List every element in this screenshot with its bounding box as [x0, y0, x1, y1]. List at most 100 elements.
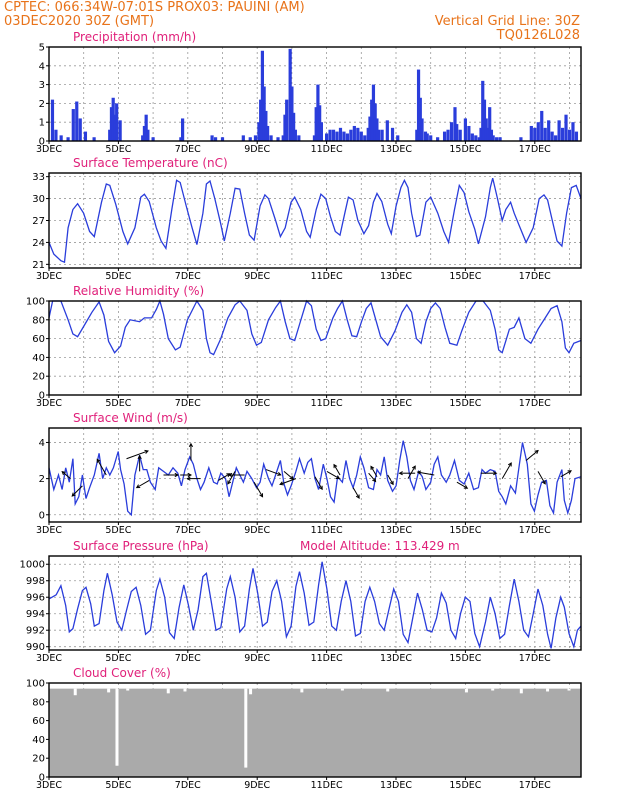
x-tick-label: 5DEC: [105, 780, 131, 791]
precip-bar: [281, 135, 285, 141]
wind-arrow-head: [411, 465, 416, 470]
precip-bar: [318, 105, 322, 141]
precip-bar: [338, 127, 343, 141]
y-tick-label: 100: [26, 679, 45, 690]
y-tick-label: 992: [26, 626, 45, 637]
x-tick-label: 5DEC: [105, 398, 131, 409]
precip-bar: [455, 124, 459, 141]
cloud-dip: [491, 688, 495, 691]
y-tick-label: 20: [32, 754, 45, 765]
precip-bar: [142, 125, 147, 141]
wind-arrow-head: [71, 492, 76, 497]
precip-bar: [352, 125, 356, 141]
precip-bar: [363, 135, 367, 141]
cloud-dip: [126, 688, 130, 691]
panel-frame-cloud: [48, 682, 582, 778]
x-tick-label: 13DEC: [380, 525, 412, 536]
panel-cloud: Cloud Cover (%) 0 20 40 60 80 100 3DEC 5DEC 7DEC 9…: [26, 666, 582, 791]
precip-bar: [276, 137, 280, 141]
wind-arrow-shaft: [407, 465, 416, 479]
wind-arrow-head: [355, 494, 360, 499]
panel-frame-precip: [48, 46, 582, 142]
x-tick-label: 9DEC: [244, 271, 270, 282]
wind-arrow: [370, 465, 378, 478]
wind-arrow-shaft: [537, 471, 546, 485]
y-tick-label: 3: [39, 80, 45, 91]
wind-arrow: [188, 442, 194, 461]
header-line1: CPTEC: 066:34W-07:01S PROX03: PAUINI (AM…: [4, 0, 305, 15]
precip-bar: [547, 120, 551, 141]
x-tick-label: 9DEC: [244, 525, 270, 536]
precip-bar: [108, 129, 112, 141]
precip-bar: [118, 120, 122, 141]
x-tick-label: 11DEC: [311, 398, 343, 409]
y-tick-label: 100: [26, 297, 45, 308]
x-tick-label: 3DEC: [36, 653, 62, 664]
wind-arrow-shaft: [265, 469, 281, 476]
precip-bar: [50, 99, 55, 141]
wind-arrow-shaft: [501, 462, 512, 479]
y-tick-label: 4: [39, 438, 45, 449]
precip-bar: [370, 99, 374, 141]
wind-arrow-head: [507, 462, 512, 467]
wind-arrow-head: [493, 471, 498, 476]
x-tick-label: 15DEC: [449, 144, 481, 155]
precip-bar: [328, 129, 332, 141]
wind-arrow: [456, 481, 469, 489]
wind-arrow: [352, 487, 360, 499]
wind-arrow: [180, 472, 193, 478]
wind-arrow-shaft: [560, 470, 572, 478]
precip-bar: [144, 114, 148, 141]
precip-bar: [449, 122, 454, 141]
wind-arrow: [227, 472, 245, 478]
precip-bar: [482, 99, 487, 141]
wind-arrow-head: [61, 471, 66, 476]
precip-bar: [109, 107, 114, 141]
header-line3-right: TQ0126L028: [496, 28, 580, 43]
precip-bar: [458, 129, 462, 141]
wind-arrow: [71, 485, 83, 497]
wind-arrow: [279, 478, 297, 486]
cloud-dip: [300, 688, 304, 693]
precip-bar: [442, 131, 447, 141]
y-tick-label: 24: [32, 238, 45, 249]
x-tick-label: 11DEC: [311, 525, 343, 536]
wind-arrow-shaft: [136, 479, 150, 489]
wind-arrow: [416, 470, 435, 476]
x-tick-label: 15DEC: [449, 525, 481, 536]
x-tick-label: 3DEC: [36, 398, 62, 409]
precip-bar: [266, 125, 270, 141]
precip-bar: [453, 107, 457, 141]
cloud-dip: [567, 688, 571, 691]
wind-arrow: [398, 471, 416, 476]
cloud-dip: [546, 688, 550, 692]
x-tick-label: 9DEC: [244, 780, 270, 791]
wind-arrow: [61, 471, 71, 479]
wind-arrow-shaft: [253, 481, 263, 498]
precip-bar: [262, 86, 266, 141]
precip-bar: [519, 137, 523, 141]
precip-bar: [390, 127, 395, 141]
precip-bar: [488, 107, 492, 141]
precip-bar: [373, 103, 377, 141]
x-tick-label: 7DEC: [175, 525, 201, 536]
precip-bar: [557, 120, 561, 141]
precip-bar: [260, 50, 265, 142]
precip-bar: [257, 122, 261, 141]
cloud-dip: [249, 688, 253, 695]
x-tick-label: 5DEC: [105, 271, 131, 282]
y-tick-label: 20: [32, 372, 45, 383]
y-tick-label: 2: [39, 474, 45, 485]
x-tick-label: 5DEC: [105, 144, 131, 155]
wind-arrow: [96, 458, 107, 476]
precip-bar: [368, 116, 372, 141]
wind-arrow: [137, 454, 142, 472]
x-tick-label: 11DEC: [311, 144, 343, 155]
panel-frame-wind: [48, 427, 582, 523]
precip-bar: [220, 137, 225, 141]
precip-bar: [436, 137, 440, 141]
x-tick-label: 7DEC: [175, 653, 201, 664]
x-tick-label: 17DEC: [519, 271, 551, 282]
wind-arrow-shaft: [387, 474, 394, 485]
wind-arrow-head: [186, 476, 191, 481]
